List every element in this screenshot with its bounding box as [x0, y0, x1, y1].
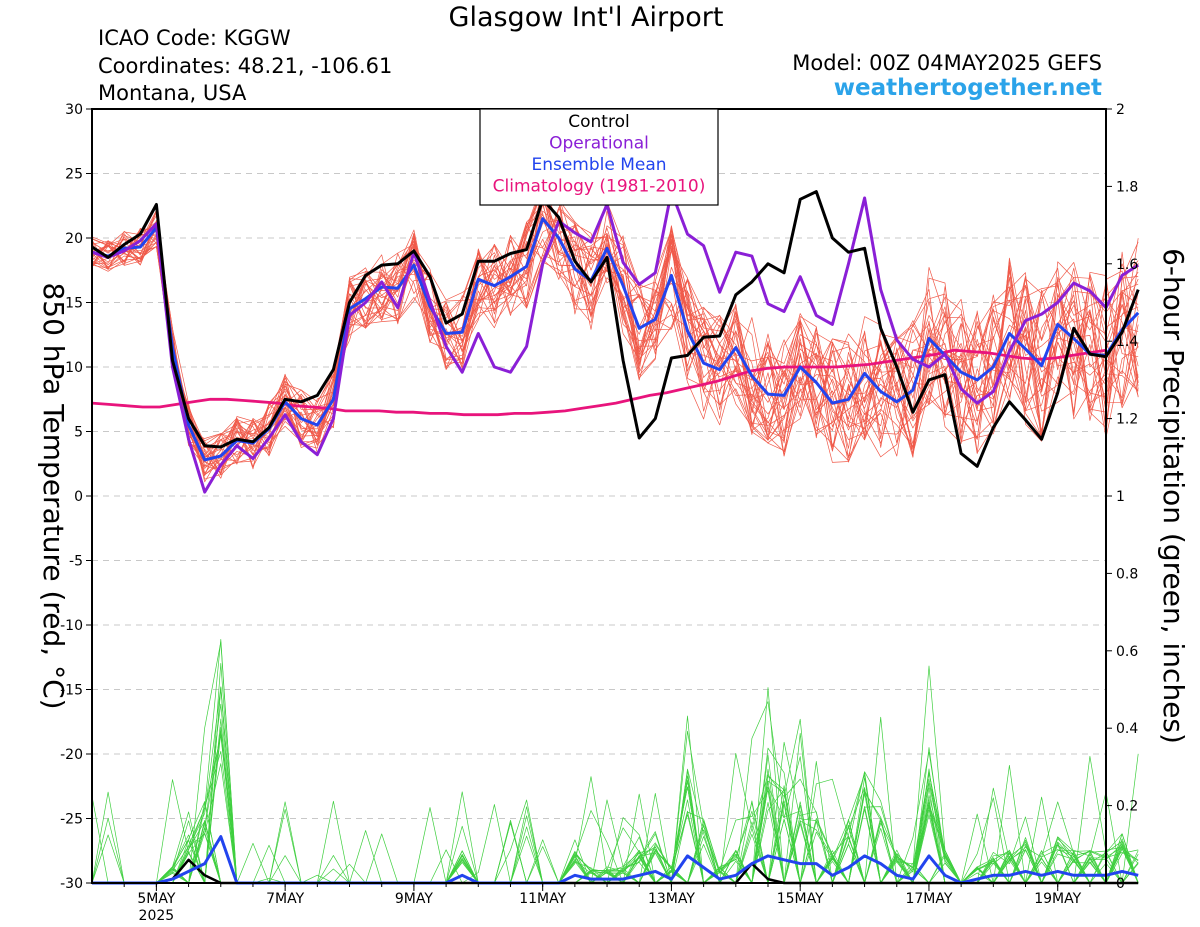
- x-tick-label: 15MAY: [777, 891, 824, 907]
- ensemble-temp-member: [91, 188, 1139, 474]
- y-left-tick-label: -30: [60, 876, 83, 892]
- ensemble-temp-member: [91, 213, 1139, 454]
- y-left-tick-label: 0: [74, 489, 83, 505]
- main-series: [91, 190, 1140, 885]
- series-climatology: [91, 348, 1107, 417]
- y-right-tick-label: 1: [1116, 489, 1125, 505]
- ensemble-precip-member: [92, 641, 1139, 884]
- model-run: Model: 00Z 04MAY2025 GEFS: [792, 51, 1102, 75]
- ensemble-temp-member: [91, 187, 1139, 459]
- ensemble-temp-member: [91, 185, 1139, 448]
- y-left-tick-label: -5: [69, 554, 83, 570]
- page-title: Glasgow Int'l Airport: [448, 2, 724, 33]
- coordinates: Coordinates: 48.21, -106.61: [98, 54, 393, 78]
- y-left-axis-title: 850 hPa Temperature (red, °C): [37, 282, 70, 709]
- series-operational-temp: [91, 190, 1140, 494]
- x-tick-label: 9MAY: [395, 891, 433, 907]
- y-right-tick-label: 1.6: [1116, 257, 1138, 273]
- y-right-tick-label: 1.8: [1116, 179, 1138, 195]
- y-right-axis-title: 6-hour Precipitation (green, inches): [1157, 248, 1190, 744]
- y-right-tick-label: 0.2: [1116, 799, 1138, 815]
- y-left-tick-label: -15: [60, 683, 83, 699]
- y-left-tick-label: 15: [65, 296, 83, 312]
- axis-labels: 850 hPa Temperature (red, °C) 6-hour Prec…: [37, 248, 1190, 744]
- x-tick-label: 5MAY: [137, 891, 175, 907]
- ensemble-precip-member: [92, 701, 1139, 884]
- series-control-temp: [91, 190, 1140, 468]
- y-left-tick-label: 5: [74, 425, 83, 441]
- legend-entry: Ensemble Mean: [531, 155, 666, 175]
- x-tick-label: 19MAY: [1034, 891, 1081, 907]
- ensemble-temp-member: [91, 222, 1139, 457]
- ensemble-precip-member: [92, 764, 1139, 884]
- y-right-tick-label: 0.4: [1116, 721, 1138, 737]
- legend-entry: Control: [568, 112, 629, 132]
- x-tick-label: 11MAY: [519, 891, 566, 907]
- region: Montana, USA: [98, 81, 247, 105]
- y-right-tick-label: 2: [1116, 102, 1125, 118]
- legend-entry: Climatology (1981-2010): [493, 177, 706, 197]
- y-left-tick-label: -20: [60, 747, 83, 763]
- x-tick-label: 13MAY: [648, 891, 695, 907]
- site-link[interactable]: weathertogether.net: [833, 75, 1102, 101]
- legend-entry: Operational: [549, 134, 649, 154]
- ensemble-precip-member: [92, 703, 1139, 884]
- x-tick-sublabel: 2025: [139, 908, 175, 924]
- ensemble-precip-member: [92, 639, 1139, 884]
- ensemble-precip-member: [92, 754, 1139, 884]
- y-left-tick-label: 25: [65, 167, 83, 183]
- x-tick-label: 17MAY: [905, 891, 952, 907]
- y-right-tick-label: 0: [1116, 876, 1125, 892]
- x-tick-label: 7MAY: [266, 891, 304, 907]
- ensemble-temp-member: [91, 192, 1139, 471]
- y-left-tick-label: 10: [65, 360, 83, 376]
- ensemble-precip-member: [92, 772, 1139, 884]
- y-left-tick-label: -10: [60, 618, 83, 634]
- ensemble-precip-members: [91, 639, 1139, 884]
- y-left-tick-label: 30: [65, 102, 83, 118]
- y-right-tick-label: 0.6: [1116, 644, 1138, 660]
- axis-ticks: -30-25-20-15-10-505101520253000.20.40.60…: [60, 102, 1138, 924]
- ensemble-temp-member: [91, 182, 1139, 473]
- y-left-tick-label: -25: [60, 812, 83, 828]
- y-left-tick-label: 20: [65, 231, 83, 247]
- y-right-tick-label: 1.4: [1116, 334, 1138, 350]
- ensemble-temp-member: [91, 208, 1139, 452]
- y-right-tick-label: 1.2: [1116, 412, 1138, 428]
- icao-code: ICAO Code: KGGW: [98, 26, 291, 50]
- ensemble-temperature-members: [91, 182, 1139, 483]
- legend-box: [479, 108, 719, 206]
- y-right-tick-label: 0.8: [1116, 566, 1138, 582]
